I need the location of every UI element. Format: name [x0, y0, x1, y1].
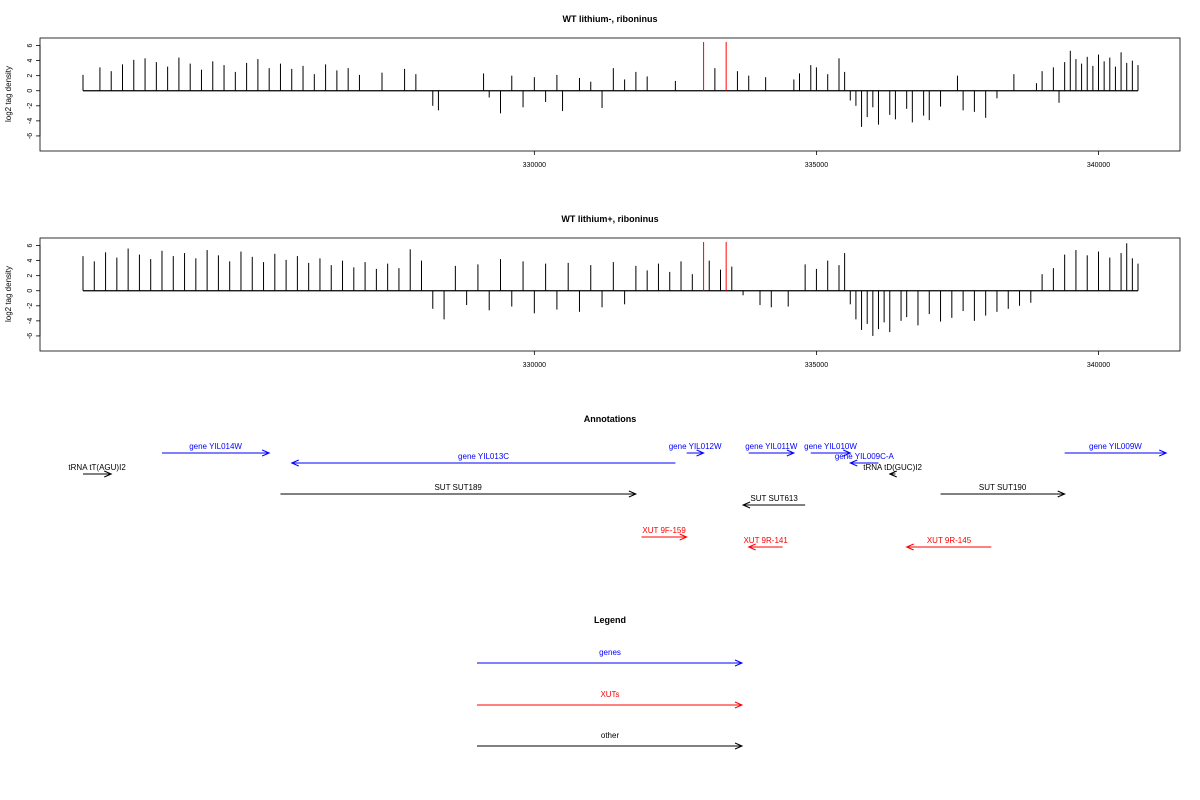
- legend-arrow-head: [734, 659, 744, 667]
- feature-label: gene YIL012W: [669, 442, 722, 451]
- y-tick-label: -2: [27, 303, 34, 309]
- y-tick-label: -6: [27, 333, 34, 339]
- feature-label: gene YIL014W: [189, 442, 242, 451]
- x-tick-label: 335000: [805, 362, 828, 369]
- arrow-head: [888, 470, 897, 478]
- y-tick-label: 2: [27, 274, 34, 278]
- y-tick-label: 2: [27, 74, 34, 78]
- feature-label: SUT SUT189: [434, 483, 482, 492]
- arrow-head: [261, 449, 271, 457]
- panel1-bars: [82, 42, 1139, 127]
- arrow-head: [905, 543, 914, 551]
- y-tick-label: -6: [27, 133, 34, 139]
- feature-label: tRNA tT(AGU)I2: [68, 463, 126, 472]
- legend-label: XUTs: [600, 690, 619, 699]
- panel1-y-axis: 6 4 2 0 -2 -4 -6: [27, 43, 41, 139]
- panel2-y-axis: 6 4 2 0 -2 -4 -6: [27, 243, 41, 339]
- y-tick-label: -4: [27, 318, 34, 324]
- arrow-head: [741, 501, 751, 509]
- arrow-head: [104, 470, 113, 478]
- annotations-title: Annotations: [584, 414, 637, 424]
- panel1-title: WT lithium-, riboninus: [563, 14, 658, 24]
- feature-label: gene YIL010W: [804, 442, 857, 451]
- x-tick-label: 340000: [1087, 162, 1110, 169]
- legend-arrow-head: [734, 742, 744, 750]
- arrow-head: [1057, 490, 1066, 498]
- y-tick-label: -4: [27, 118, 34, 124]
- feature-label: gene YIL009W: [1089, 442, 1142, 451]
- y-tick-label: -2: [27, 103, 34, 109]
- arrow-head: [696, 449, 705, 457]
- y-tick-label: 4: [27, 259, 34, 263]
- y-tick-label: 4: [27, 59, 34, 63]
- panel2-plot-frame: [39, 237, 1181, 352]
- x-tick-label: 330000: [523, 162, 546, 169]
- y-tick-label: 6: [27, 243, 34, 247]
- x-tick-label: 340000: [1087, 362, 1110, 369]
- arrow-head: [747, 543, 756, 551]
- feature-label: gene YIL011W: [745, 442, 798, 451]
- panel-lithium-plus: WT lithium+, riboninus log2 tag density …: [4, 214, 1181, 369]
- arrow-head: [786, 449, 796, 457]
- y-tick-label: 0: [27, 289, 34, 293]
- panel2-x-axis: 330000 335000 340000: [523, 351, 1110, 369]
- legend-entries: genes XUTs other: [477, 648, 744, 750]
- annotation-features: gene YIL014W gene YIL013C tRNA tT(AGU)I2 SU…: [68, 442, 1168, 551]
- feature-label: XUT 9R-141: [743, 536, 788, 545]
- legend-panel: Legend genes XUTs other: [477, 615, 744, 750]
- arrow-head: [843, 449, 852, 457]
- feature-label: SUT SUT190: [979, 483, 1027, 492]
- feature-label: XUT 9R-145: [927, 536, 972, 545]
- x-tick-label: 330000: [523, 362, 546, 369]
- panel1-ylabel: log2 tag density: [4, 66, 13, 122]
- legend-label: other: [601, 731, 620, 740]
- panel2-title: WT lithium+, riboninus: [561, 214, 658, 224]
- panel2-bars: [82, 242, 1139, 336]
- feature-label: XUT 9F-159: [642, 526, 686, 535]
- legend-title: Legend: [594, 615, 626, 625]
- legend-label: genes: [599, 648, 621, 657]
- feature-label: tRNA tD(GUC)I2: [863, 463, 922, 472]
- x-tick-label: 335000: [805, 162, 828, 169]
- panel2-ylabel: log2 tag density: [4, 266, 13, 322]
- arrow-head: [1159, 449, 1168, 457]
- y-tick-label: 0: [27, 89, 34, 93]
- feature-label: gene YIL013C: [458, 452, 509, 461]
- panel1-plot-frame: [39, 37, 1181, 152]
- legend-arrow-head: [734, 701, 744, 709]
- y-tick-label: 6: [27, 43, 34, 47]
- arrow-head: [628, 490, 638, 498]
- annotations-panel: Annotations gene YIL014W gene YIL013C tRNA…: [68, 414, 1168, 551]
- feature-label: gene YIL009C-A: [835, 452, 895, 461]
- feature-label: SUT SUT613: [750, 494, 798, 503]
- arrow-head: [849, 459, 858, 467]
- arrow-head: [290, 459, 299, 467]
- arrow-head: [679, 533, 688, 541]
- panel1-x-axis: 330000 335000 340000: [523, 151, 1110, 169]
- panel-lithium-minus: WT lithium-, riboninus log2 tag density …: [4, 14, 1181, 169]
